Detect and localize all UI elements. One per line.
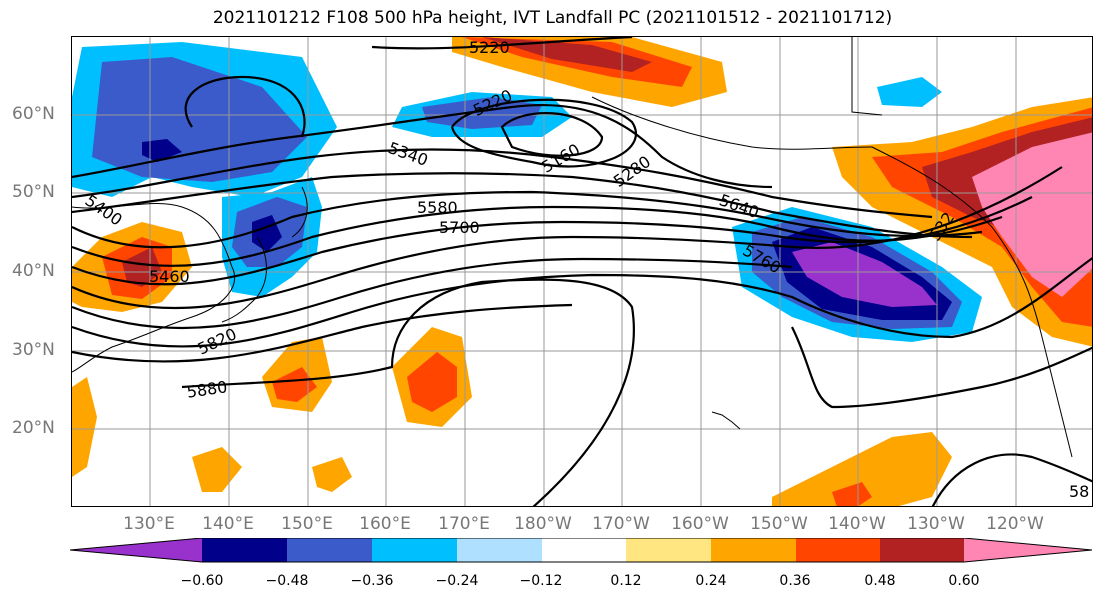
- ivt-orange-southeast: [772, 432, 952, 506]
- contour-5580: [72, 196, 1033, 286]
- contour-label: 5160: [538, 140, 583, 177]
- contour-5220-north: [371, 37, 633, 50]
- ivt-negative-regions: [72, 42, 982, 342]
- contour-5340: [72, 148, 933, 219]
- chart-title: 2021101212 F108 500 hPa height, IVT Land…: [212, 8, 893, 28]
- contour-5700: [72, 257, 793, 330]
- lon-label: 150°E: [281, 514, 333, 534]
- contour-5880-east: [791, 326, 1092, 409]
- map-svg: 5220 5220 5160 5280 5340 5400 5460 5580 …: [72, 37, 1092, 506]
- lat-label-30n: 30°N: [12, 340, 55, 360]
- ivt-red-midpac-1: [272, 367, 317, 402]
- lon-label: 160°E: [359, 514, 411, 534]
- coast-kamchatka: [291, 186, 308, 238]
- contour-5820: [72, 303, 573, 363]
- colorbar-tick: 0.48: [864, 573, 896, 589]
- colorbar-bin: [880, 538, 964, 562]
- colorbar-tick: −0.12: [519, 573, 563, 589]
- contour-label-layer: 5220 5220 5160 5280 5340 5400 5460 5580 …: [82, 38, 1090, 501]
- lat-label-20n: 20°N: [12, 418, 55, 438]
- ivt-navy-spot: [142, 139, 182, 162]
- ivt-darkred-north: [482, 37, 652, 72]
- colorbar-tick: −0.60: [180, 573, 224, 589]
- ivt-red-midpac-2: [407, 352, 457, 412]
- contour-label: 5580: [417, 198, 458, 217]
- colorbar-bin: [626, 538, 711, 562]
- ivt-pink-east: [972, 132, 1092, 297]
- contour-5460: [72, 190, 983, 249]
- lon-label: 170°W: [592, 514, 650, 534]
- lon-label: 180°W: [514, 514, 572, 534]
- lat-label-50n: 50°N: [12, 182, 55, 202]
- contour-5520: [72, 205, 1003, 267]
- colorbar: [70, 538, 1093, 563]
- ivt-darkred-asia: [122, 247, 162, 287]
- lat-label-60n: 60°N: [12, 104, 55, 124]
- contour-label: 5460: [149, 267, 190, 286]
- ivt-purple-east-pacific: [792, 242, 937, 307]
- ivt-orange-west-edge: [72, 377, 97, 477]
- height-contours: [72, 37, 1092, 506]
- contour-southeast: [931, 453, 1092, 506]
- lon-label: 170°E: [438, 514, 490, 534]
- colorbar-tick: −0.24: [435, 573, 479, 589]
- coast-north-america: [871, 146, 1073, 458]
- lon-label: 120°W: [986, 514, 1044, 534]
- lon-label: 130°W: [907, 514, 965, 534]
- contour-5640: [72, 166, 1063, 310]
- contour-label: 5880: [186, 377, 229, 401]
- contour-5220-bering: [450, 98, 637, 168]
- contour-label: 5820: [195, 324, 240, 358]
- contour-5400: [72, 172, 973, 239]
- colorbar-bin: [542, 538, 626, 562]
- contour-label: 5340: [386, 138, 431, 170]
- ivt-blue-alaska-spot: [877, 77, 942, 107]
- contour-label: 5220: [469, 38, 510, 57]
- lon-label: 150°W: [750, 514, 808, 534]
- contour-label: 58: [1069, 482, 1089, 501]
- colorbar-outline: [70, 538, 1093, 563]
- ivt-orange-south-spot: [192, 447, 242, 492]
- colorbar-bin: [287, 538, 372, 562]
- map-panel: 5220 5220 5160 5280 5340 5400 5460 5580 …: [71, 36, 1093, 507]
- colorbar-tick: 0.24: [695, 573, 727, 589]
- contour-5280: [72, 103, 773, 189]
- colorbar-bin: [202, 538, 287, 562]
- contour-label: 5400: [82, 191, 126, 230]
- lon-label: 160°W: [671, 514, 729, 534]
- ivt-orange-south-spot-2: [312, 457, 352, 492]
- lon-label: 130°E: [123, 514, 175, 534]
- lon-label: 140°W: [828, 514, 886, 534]
- contour-5160: [500, 112, 604, 157]
- lat-label-40n: 40°N: [12, 261, 55, 281]
- colorbar-tick: −0.48: [265, 573, 309, 589]
- colorbar-bin: [457, 538, 542, 562]
- colorbar-tick: 0.60: [948, 573, 980, 589]
- contour-label: 5700: [439, 218, 480, 237]
- colorbar-tick: 0.12: [610, 573, 642, 589]
- colorbar-tick: −0.36: [350, 573, 394, 589]
- lon-label: 140°E: [202, 514, 254, 534]
- hawaii-islands: [711, 411, 741, 430]
- ivt-red-southeast: [832, 482, 872, 506]
- contour-nw-loop: [184, 75, 306, 138]
- colorbar-tick: 0.36: [779, 573, 811, 589]
- coast-alaska: [591, 96, 873, 150]
- coast-asia: [72, 202, 236, 373]
- contour-5760: [72, 257, 1092, 348]
- colorbar-extend-low: [70, 538, 202, 562]
- colorbar-bin: [372, 538, 457, 562]
- border-alaska-canada: [851, 37, 883, 116]
- colorbar-bin: [711, 538, 796, 562]
- colorbar-extend-high: [964, 538, 1092, 562]
- contour-5880: [181, 278, 635, 506]
- colorbar-bin: [796, 538, 880, 562]
